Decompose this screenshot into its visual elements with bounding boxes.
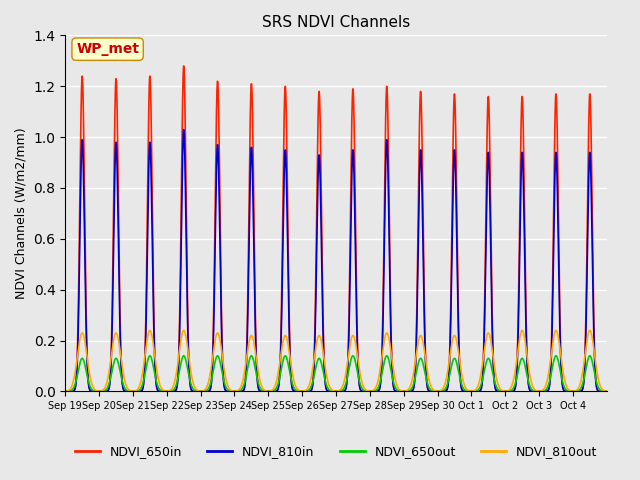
NDVI_810in bbox=[61, 388, 69, 394]
Line: NDVI_650out: NDVI_650out bbox=[65, 356, 607, 391]
NDVI_810in bbox=[488, 308, 495, 313]
NDVI_810out bbox=[597, 384, 605, 390]
NDVI_810out bbox=[173, 371, 180, 376]
NDVI_810in bbox=[298, 388, 306, 394]
NDVI_650out bbox=[406, 388, 413, 394]
Line: NDVI_810in: NDVI_810in bbox=[65, 130, 607, 391]
NDVI_810in bbox=[180, 127, 188, 132]
NDVI_810out bbox=[488, 344, 495, 349]
NDVI_650in bbox=[61, 388, 69, 394]
NDVI_650in bbox=[406, 388, 413, 394]
Y-axis label: NDVI Channels (W/m2/mm): NDVI Channels (W/m2/mm) bbox=[15, 128, 28, 299]
NDVI_810out bbox=[520, 333, 528, 339]
Line: NDVI_650in: NDVI_650in bbox=[65, 66, 607, 391]
NDVI_810in bbox=[603, 388, 611, 394]
NDVI_650in bbox=[172, 386, 180, 392]
NDVI_810in bbox=[172, 387, 180, 393]
Title: SRS NDVI Channels: SRS NDVI Channels bbox=[262, 15, 410, 30]
NDVI_810out bbox=[230, 388, 238, 394]
NDVI_810out bbox=[146, 327, 154, 333]
NDVI_650in bbox=[468, 388, 476, 394]
NDVI_810out bbox=[406, 385, 413, 391]
NDVI_810out bbox=[453, 342, 461, 348]
NDVI_650out bbox=[173, 382, 180, 387]
Text: WP_met: WP_met bbox=[76, 42, 139, 56]
Legend: NDVI_650in, NDVI_810in, NDVI_650out, NDVI_810out: NDVI_650in, NDVI_810in, NDVI_650out, NDV… bbox=[70, 440, 602, 463]
NDVI_650in bbox=[597, 388, 605, 394]
NDVI_650in bbox=[488, 288, 495, 294]
NDVI_650out bbox=[520, 359, 528, 365]
NDVI_650in bbox=[520, 191, 528, 197]
NDVI_810out bbox=[61, 388, 69, 394]
NDVI_650out bbox=[488, 365, 495, 371]
NDVI_810out bbox=[603, 388, 611, 394]
NDVI_810in bbox=[453, 269, 461, 275]
NDVI_650in bbox=[603, 388, 611, 394]
NDVI_650out bbox=[146, 353, 154, 359]
NDVI_650out bbox=[453, 362, 461, 368]
NDVI_810in bbox=[406, 388, 413, 394]
NDVI_650in bbox=[180, 63, 188, 69]
NDVI_810in bbox=[520, 228, 528, 234]
NDVI_650in bbox=[453, 228, 461, 234]
NDVI_810in bbox=[597, 388, 605, 394]
NDVI_650out bbox=[597, 387, 605, 393]
NDVI_650out bbox=[603, 388, 611, 394]
NDVI_650out bbox=[61, 388, 69, 394]
Line: NDVI_810out: NDVI_810out bbox=[65, 330, 607, 391]
